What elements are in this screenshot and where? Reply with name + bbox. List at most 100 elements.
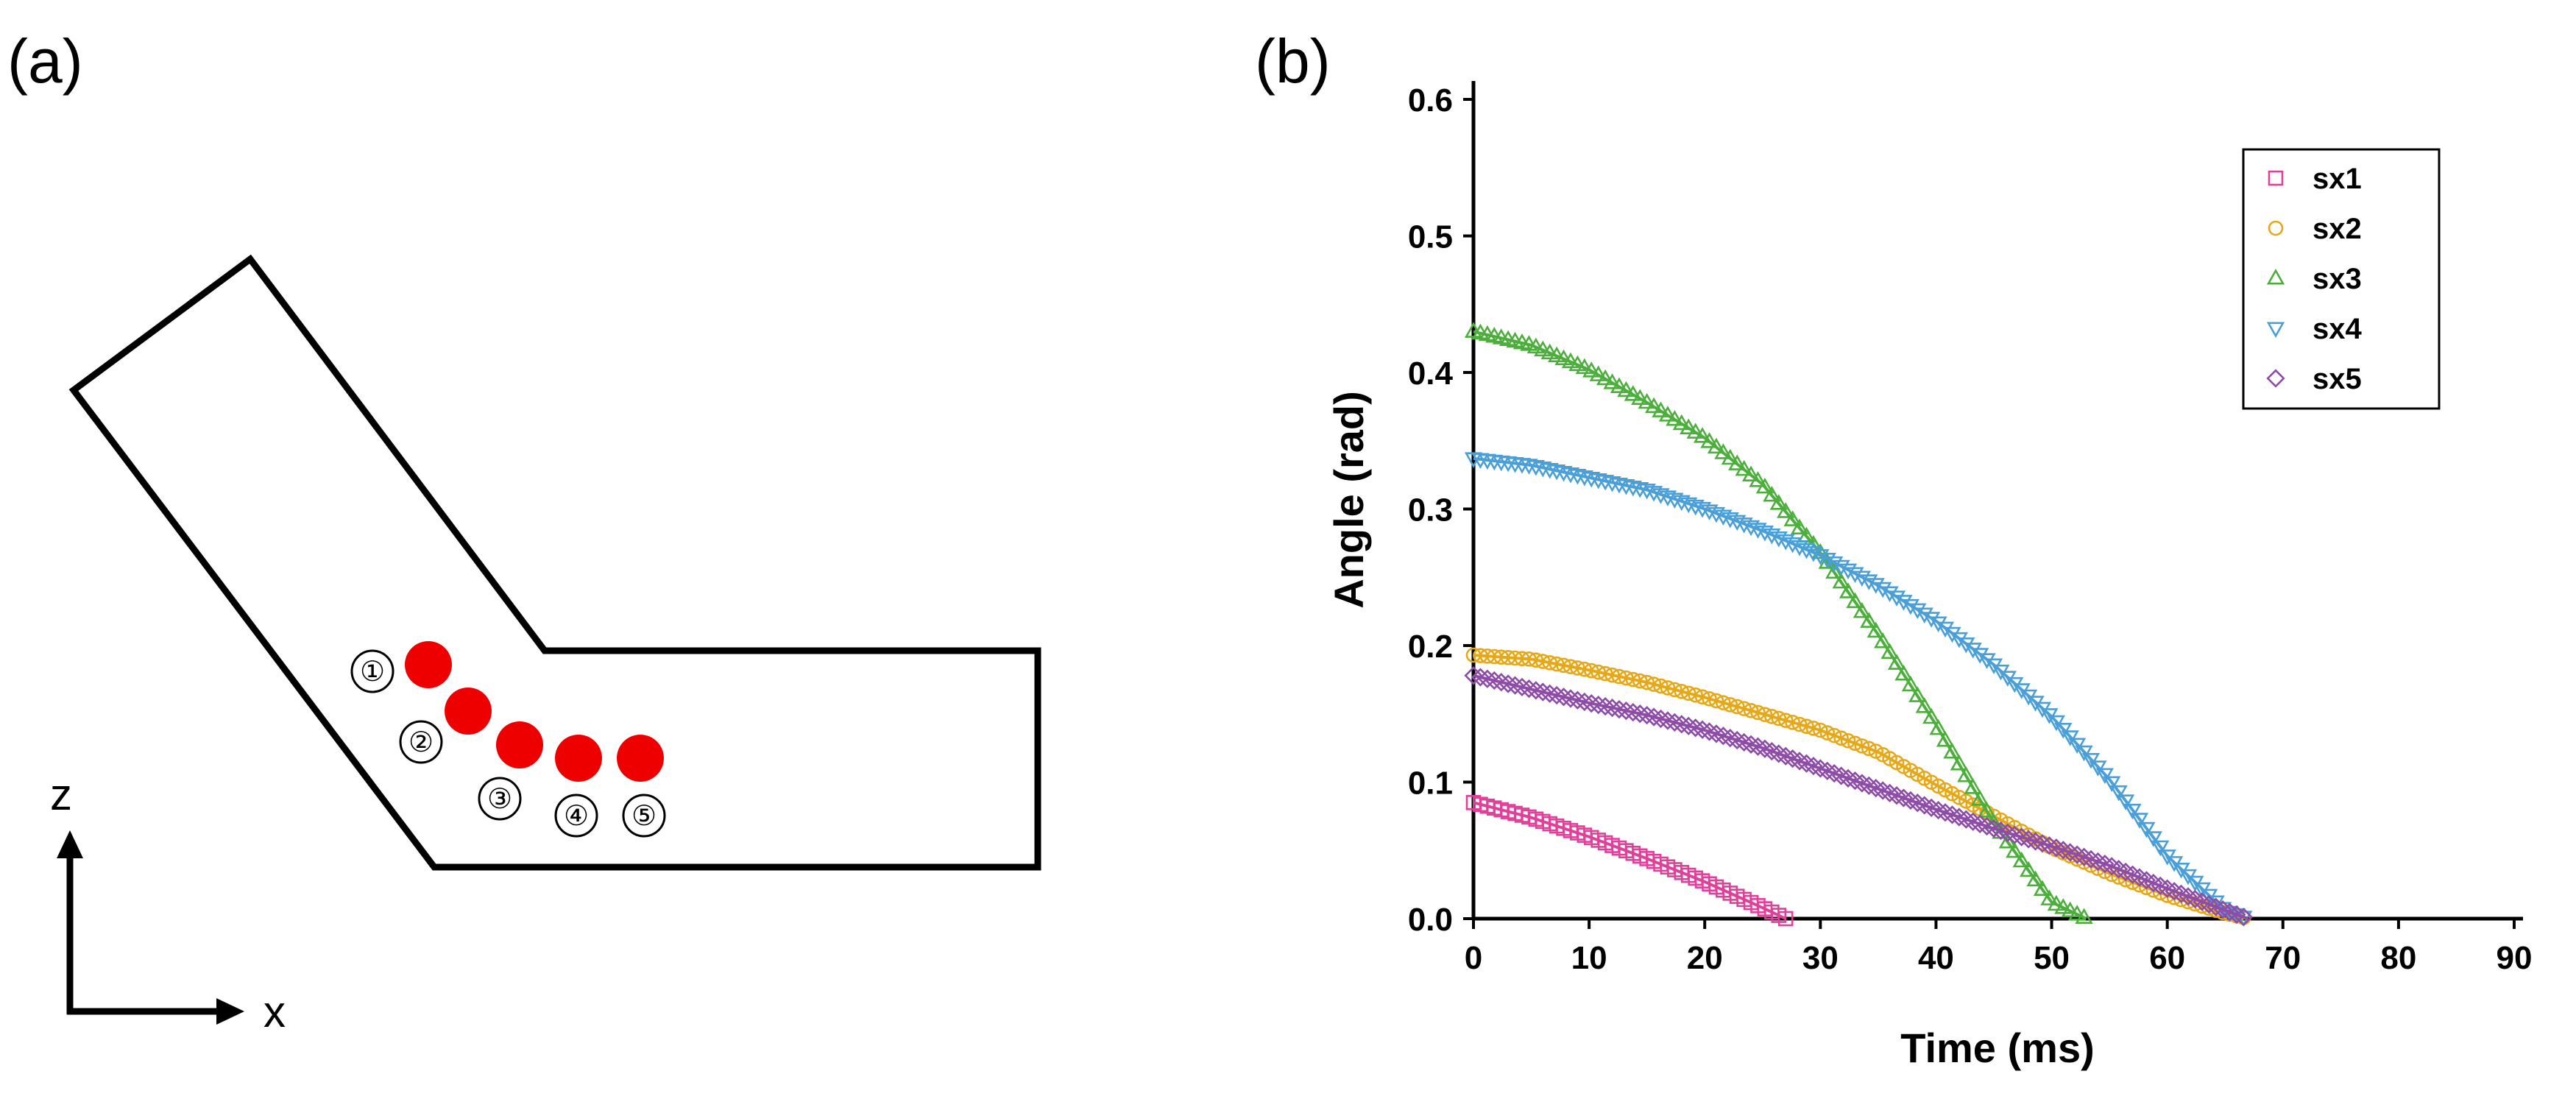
data-point-sx5: [1741, 735, 1761, 754]
data-point-sx5: [2074, 847, 2094, 866]
data-point-sx5: [1505, 676, 1525, 695]
data-point-sx4: [1666, 492, 1684, 509]
data-point-sx3: [1790, 518, 1809, 534]
data-point-sx2: [1708, 693, 1724, 709]
data-point-sx3: [1638, 392, 1656, 409]
particle-1: [405, 641, 452, 688]
data-point-sx2: [1840, 732, 1856, 749]
data-point-sx2: [1653, 678, 1669, 694]
data-point-sx4: [1554, 465, 1573, 482]
x-tick-label: 60: [2149, 940, 2185, 976]
x-tick-label: 50: [2034, 940, 2070, 976]
data-point-sx2: [1868, 743, 1884, 759]
data-point-sx3: [1887, 654, 1906, 670]
data-point-sx2: [1777, 713, 1794, 728]
data-point-sx5: [1727, 730, 1747, 750]
data-point-sx1: [1777, 911, 1794, 927]
data-point-sx2: [1847, 735, 1863, 752]
data-point-sx3: [1582, 361, 1601, 378]
data-point-sx3: [1728, 454, 1747, 470]
y-tick-label: 0.6: [1408, 82, 1453, 119]
data-point-sx2: [1764, 709, 1780, 724]
marker-2: ②: [399, 720, 443, 764]
data-point-sx4: [1832, 559, 1850, 576]
data-point-sx5: [1964, 812, 1983, 831]
data-point-sx5: [1616, 701, 1636, 721]
legend-item-sx3: sx3: [2266, 263, 2362, 295]
data-point-sx2: [1570, 660, 1585, 676]
data-point-sx5: [1658, 711, 1677, 730]
legend: sx1 sx2 sx3 sx4 sx5: [2242, 148, 2441, 410]
data-point-sx3: [1811, 543, 1830, 559]
data-point-sx2: [1716, 695, 1731, 710]
data-point-sx5: [2012, 827, 2031, 847]
particle-3: [496, 721, 543, 768]
data-point-sx2: [1736, 701, 1752, 716]
data-point-sx4: [1686, 499, 1705, 516]
series-line-sx3: [1473, 330, 2087, 920]
data-point-sx5: [1956, 810, 1975, 829]
tick-marks: 0 10 20 30 40 50 60 70 80 90 0.0 0.1 0.2 0.3 0.4 0.5 0.6: [1408, 82, 2533, 976]
data-point-sx5: [2088, 852, 2108, 872]
data-point-sx3: [1936, 730, 1955, 747]
data-point-sx4: [1825, 556, 1844, 573]
data-point-sx5: [2039, 836, 2059, 855]
data-point-sx2: [1674, 684, 1690, 699]
y-tick-label: 0.2: [1408, 629, 1453, 665]
data-point-sx4: [1818, 552, 1836, 569]
data-point-sx4: [1846, 567, 1864, 584]
data-point-sx5: [2067, 845, 2087, 864]
data-point-sx2: [1688, 687, 1703, 703]
data-point-sx4: [1908, 603, 1927, 620]
data-point-sx4: [1887, 590, 1906, 607]
x-tick-label: 0: [1465, 940, 1482, 976]
data-point-sx3: [1693, 427, 1712, 443]
data-point-sx3: [1561, 352, 1580, 369]
legend-item-sx5: sx5: [2266, 363, 2362, 395]
data-point-sx5: [1568, 690, 1588, 710]
data-point-sx3: [1860, 612, 1878, 628]
data-point-sx5: [2005, 825, 2024, 844]
marker-3: ③: [478, 777, 522, 821]
data-point-sx2: [1597, 665, 1613, 682]
data-point-sx2: [1618, 670, 1634, 686]
data-point-sx5: [1610, 699, 1629, 719]
data-point-sx5: [1998, 823, 2017, 842]
data-point-sx2: [1660, 680, 1676, 696]
data-point-sx4: [1943, 626, 1961, 643]
data-point-sx4: [1526, 459, 1545, 476]
data-point-sx2: [1590, 664, 1606, 680]
data-point-sx4: [2067, 738, 2087, 755]
data-point-sx3: [2020, 861, 2038, 877]
legend-marker-sx2: [2268, 220, 2284, 236]
data-point-sx4: [1749, 523, 1767, 539]
z-arrow-head: [57, 830, 83, 858]
x-tick-label: 30: [1802, 940, 1839, 976]
data-point-sx4: [2137, 821, 2156, 838]
marker-4-label: ④: [564, 801, 589, 832]
data-point-sx5: [1672, 715, 1691, 734]
data-point-sx2: [1722, 696, 1738, 713]
data-point-sx5: [1735, 732, 1754, 752]
data-point-sx4: [1624, 481, 1642, 497]
series-sx5: [1464, 666, 2253, 927]
data-series: [1464, 322, 2253, 927]
data-point-sx4: [2123, 803, 2142, 820]
data-point-sx2: [1833, 730, 1849, 746]
data-point-sx2: [1528, 652, 1544, 668]
data-point-sx4: [1721, 512, 1739, 529]
data-point-sx3: [1777, 502, 1795, 518]
data-point-sx2: [1611, 668, 1627, 685]
data-point-sx2: [1535, 654, 1551, 669]
data-point-sx5: [1478, 669, 1497, 688]
data-point-sx3: [1763, 485, 1781, 502]
data-point-sx3: [1929, 718, 1947, 735]
y-tick-label: 0.3: [1408, 492, 1453, 529]
data-point-sx4: [1804, 546, 1823, 562]
data-point-sx2: [1549, 656, 1565, 672]
data-point-sx2: [1854, 738, 1870, 754]
data-point-sx5: [1984, 819, 2003, 838]
data-point-sx3: [2012, 851, 2031, 868]
x-tick-label: 40: [1918, 940, 1954, 976]
